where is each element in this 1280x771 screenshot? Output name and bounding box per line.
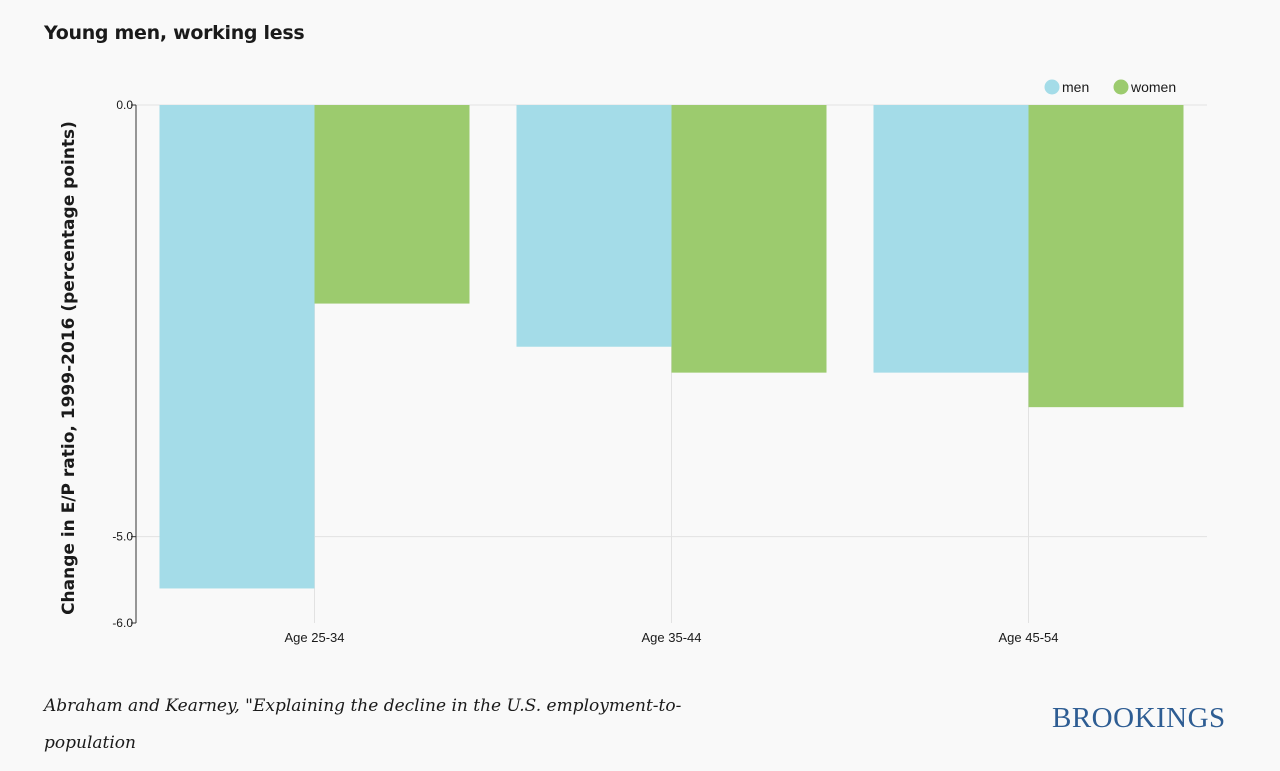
- source-line-2: ratio: A review of the evidence": [44, 762, 764, 771]
- chart-title: Young men, working less: [44, 22, 305, 44]
- legend-label-men: men: [1062, 79, 1089, 95]
- bar-men-age-25-34: [159, 105, 315, 589]
- bar-women-age-35-44: [671, 105, 827, 373]
- legend-swatch-women: [1113, 79, 1129, 95]
- y-tick-label: -5.0: [112, 530, 133, 544]
- y-tick-label: -6.0: [112, 616, 133, 630]
- x-tick-label: Age 35-44: [642, 630, 702, 645]
- legend-label-women: women: [1130, 79, 1176, 95]
- bar-women-age-45-54: [1028, 105, 1184, 408]
- bar-women-age-25-34: [314, 105, 470, 304]
- source-line-1: Abraham and Kearney, "Explaining the dec…: [44, 696, 682, 753]
- bar-chart: 0.0 -5.0 -6.0 Age 25-34 Age 35-44 Age 45-54 Ch…: [59, 79, 1207, 645]
- brookings-logo: BROOKINGS: [1052, 702, 1226, 734]
- source-citation: Abraham and Kearney, "Explaining the dec…: [44, 688, 764, 771]
- bar-men-age-45-54: [873, 105, 1029, 373]
- x-tick-label: Age 45-54: [999, 630, 1059, 645]
- legend-swatch-men: [1044, 79, 1060, 95]
- y-axis-title: Change in E/P ratio, 1999-2016 (percenta…: [59, 121, 79, 615]
- y-tick-label: 0.0: [116, 98, 133, 112]
- x-tick-label: Age 25-34: [285, 630, 345, 645]
- bar-men-age-35-44: [516, 105, 672, 347]
